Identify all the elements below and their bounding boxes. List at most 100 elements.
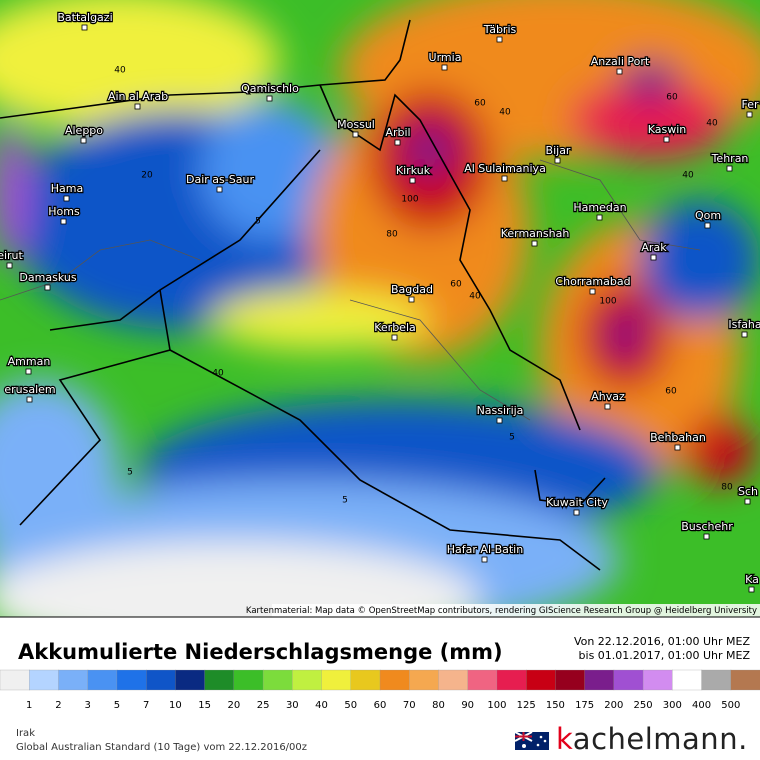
city-label: Hamedan (573, 201, 626, 214)
city-label: Hafar Al-Batin (447, 543, 523, 556)
map: Battalgazi Täbris Urmia Anzali Port Fer Ain a… (0, 0, 760, 617)
contour-label: 40 (682, 171, 694, 181)
city-marker (63, 195, 70, 202)
legend-label: 80 (432, 700, 445, 711)
city-marker (674, 444, 681, 451)
legend-swatch (175, 669, 206, 691)
city-label: Arbil (385, 126, 410, 139)
city-marker (408, 296, 415, 303)
city-label: Aleppo (65, 124, 103, 137)
contour-label: 20 (141, 171, 153, 181)
city-label: Behbahan (650, 431, 706, 444)
legend-label: 10 (169, 700, 182, 711)
city-label: Kuwait City (546, 496, 608, 509)
city-marker (703, 533, 710, 540)
city-marker (394, 139, 401, 146)
legend-label: 2 (55, 700, 61, 711)
legend-swatch (0, 669, 30, 691)
legend-swatch (642, 669, 673, 691)
city-label: Kaswin (648, 123, 687, 136)
contour-label: 40 (114, 66, 126, 76)
city-label: Kerbela (374, 321, 416, 334)
contour-label: 5 (127, 468, 133, 478)
contour-label: 80 (721, 483, 733, 493)
city-marker (726, 165, 733, 172)
city-label: Homs (48, 205, 80, 218)
city-label: Hama (51, 182, 83, 195)
city-label: Qom (695, 209, 721, 222)
city-marker (266, 95, 273, 102)
city-marker (531, 240, 538, 247)
legend-swatch (409, 669, 440, 691)
contour-label: 60 (665, 387, 677, 397)
city-marker (554, 157, 561, 164)
city-marker (744, 498, 751, 505)
city-label: Chorramabad (555, 275, 630, 288)
city-label: Urmia (429, 51, 462, 64)
legend-swatch (613, 669, 644, 691)
legend-label: 5 (114, 700, 120, 711)
city-label: Battalgazi (57, 11, 112, 24)
legend-swatch (292, 669, 323, 691)
city-marker (26, 396, 33, 403)
legend-swatch (701, 669, 732, 691)
city-marker (496, 417, 503, 424)
legend-label: 25 (257, 700, 270, 711)
legend-label: 70 (403, 700, 416, 711)
contour-label: 5 (342, 496, 348, 506)
contour-label: 40 (706, 119, 718, 129)
city-label: Täbris (483, 23, 517, 36)
city-marker (741, 331, 748, 338)
city-label: Tehran (711, 152, 749, 165)
legend-label: 15 (198, 700, 211, 711)
city-label: erusalem (4, 383, 55, 396)
city-marker (604, 403, 611, 410)
legend-label: 175 (575, 700, 594, 711)
city-label: Qamischlo (241, 82, 299, 95)
city-marker (573, 509, 580, 516)
city-label: Sch (738, 485, 758, 498)
city-label: Buschehr (681, 520, 733, 533)
city-label: Kermanshah (501, 227, 570, 240)
city-marker (44, 284, 51, 291)
city-label: Kirkuk (396, 164, 431, 177)
city-label: Amman (8, 355, 51, 368)
legend-swatch (379, 669, 410, 691)
city-marker (80, 137, 87, 144)
city-marker (704, 222, 711, 229)
region: Irak (16, 728, 35, 739)
legend-swatch (467, 669, 498, 691)
city-marker (589, 288, 596, 295)
legend-swatch (321, 669, 352, 691)
contour-label: 80 (386, 230, 398, 240)
legend-label: 150 (546, 700, 565, 711)
legend-swatch (233, 669, 264, 691)
city-marker (60, 218, 67, 225)
model-run: Global Australian Standard (10 Tage) vom… (16, 742, 307, 753)
contour-label: 5 (255, 217, 261, 227)
legend-label: 20 (227, 700, 240, 711)
legend-swatch (555, 669, 586, 691)
city-marker (6, 262, 13, 269)
legend-swatch (116, 669, 147, 691)
contour-label: 100 (599, 297, 616, 307)
attribution: Kartenmaterial: Map data © OpenStreetMap… (246, 606, 757, 616)
city-label: Dair as-Saur (186, 173, 254, 186)
legend-label: 7 (143, 700, 149, 711)
city-label: Ka (745, 573, 759, 586)
legend-swatch (87, 669, 118, 691)
legend-swatch (58, 669, 89, 691)
legend-swatch (262, 669, 293, 691)
legend-swatch (526, 669, 557, 691)
city-marker (746, 111, 753, 118)
legend-label: 100 (487, 700, 506, 711)
legend-swatch (146, 669, 177, 691)
contour-label: 100 (401, 195, 418, 205)
title: Akkumulierte Niederschlagsmenge (mm) (18, 640, 503, 664)
legend-label: 90 (461, 700, 474, 711)
city-label: eirut (0, 249, 23, 262)
legend-swatch (584, 669, 615, 691)
legend-label: 60 (374, 700, 387, 711)
